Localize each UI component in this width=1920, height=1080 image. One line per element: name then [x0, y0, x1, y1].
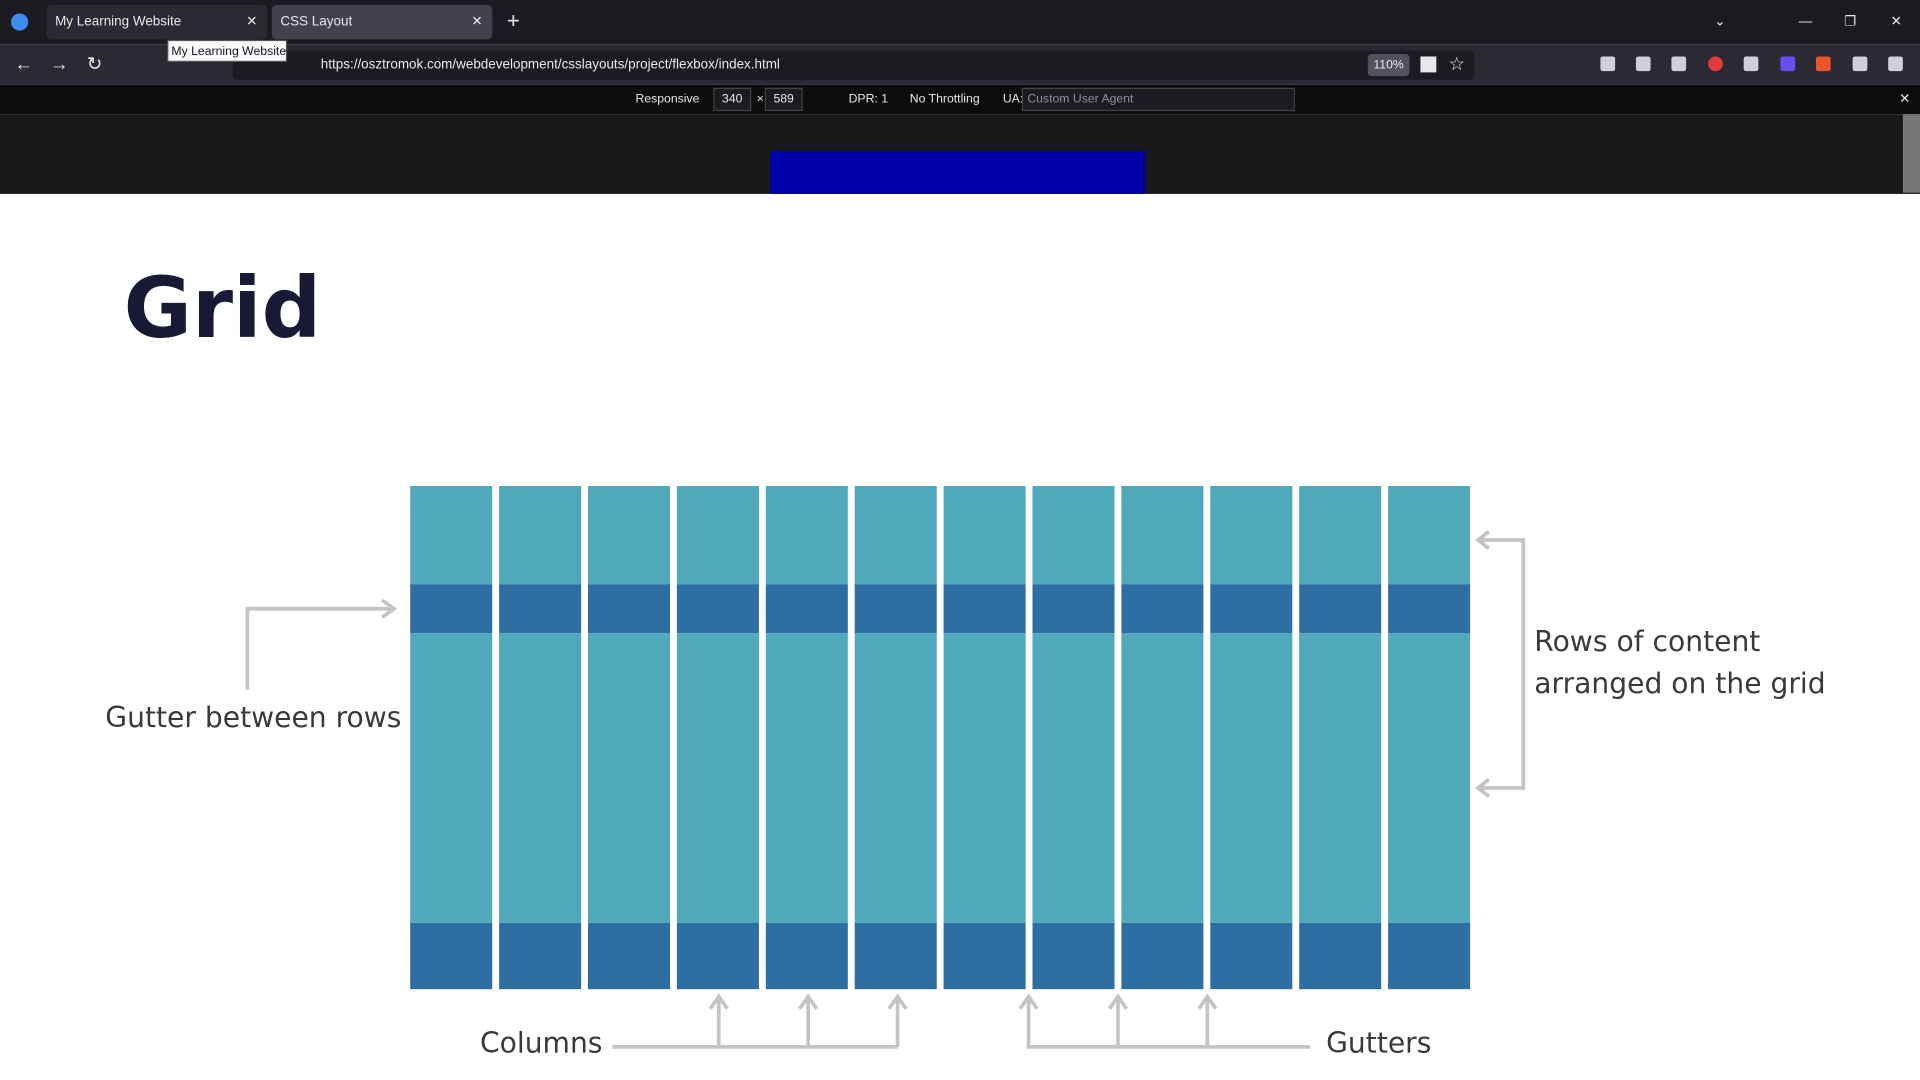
throttling-select[interactable]: No Throttling [910, 92, 980, 106]
grid-cell [1032, 922, 1115, 990]
back[interactable]: ← [15, 53, 33, 74]
grid-cell [1299, 584, 1382, 634]
grid-cell [588, 633, 671, 923]
grid-cell [676, 584, 759, 634]
grid-diagram [410, 486, 1471, 990]
grid-cell [676, 633, 759, 923]
zoom: 110% [1373, 57, 1403, 71]
tab-title: CSS Layout [280, 14, 352, 29]
grid-cell [1388, 486, 1471, 585]
width: 340 [722, 92, 743, 106]
grid-cell [499, 633, 582, 923]
grid-cell [943, 633, 1026, 923]
grid-cell [676, 922, 759, 990]
grid-cell [410, 922, 493, 990]
ua-input[interactable] [1021, 87, 1295, 112]
restore[interactable]: ❐ [1844, 14, 1856, 29]
grid-cell [1032, 486, 1115, 585]
dpr-select[interactable]: DPR: 1 [849, 92, 889, 106]
grid-cell [943, 922, 1026, 990]
grid-cell [1299, 486, 1382, 585]
grid-cell [499, 922, 582, 990]
grid-cell [1388, 633, 1471, 923]
grid-cell [765, 922, 848, 990]
grid-cell [499, 486, 582, 585]
grid-cell [588, 486, 671, 585]
grid-cell [410, 633, 493, 923]
height: 589 [773, 92, 794, 106]
device-select[interactable]: Responsive [636, 92, 700, 106]
new-tab[interactable]: + [507, 8, 520, 33]
grid-cell [676, 486, 759, 585]
grid-cell [765, 584, 848, 634]
label: arranged on the grid [1534, 667, 1825, 700]
toolbar-icons [1600, 56, 1903, 72]
label: Gutters [1326, 1026, 1431, 1059]
grid-cell [854, 486, 937, 585]
grid-cell [1032, 633, 1115, 923]
tab[interactable] [271, 4, 493, 40]
ua-label: UA: [1003, 92, 1023, 106]
url: https://osztromok.com/webdevelopment/css… [321, 57, 780, 72]
grid-cell [943, 486, 1026, 585]
grid-cell [1299, 633, 1382, 923]
grid-cell [499, 584, 582, 634]
grid-cell [854, 922, 937, 990]
forward[interactable]: → [50, 53, 68, 74]
tooltip-text: My Learning Website [171, 44, 286, 58]
tab[interactable] [46, 4, 267, 40]
columns-arrows [612, 993, 908, 1049]
times: × [757, 92, 764, 106]
grid-cell [1121, 633, 1204, 923]
ua-placeholder: Custom User Agent [1027, 92, 1134, 106]
close-devtools[interactable]: ✕ [1899, 91, 1910, 106]
responsive-toolbar [0, 84, 1920, 115]
tooltip [167, 39, 288, 62]
grid-cell [1299, 922, 1382, 990]
grid-cell [1210, 584, 1293, 634]
height-input[interactable] [764, 87, 803, 112]
grid-cell [765, 633, 848, 923]
grid-cell [588, 584, 671, 634]
extension-icon[interactable] [1420, 56, 1437, 73]
tab-close[interactable]: ✕ [471, 14, 482, 29]
close-window[interactable]: ✕ [1891, 14, 1902, 29]
grid-cell [588, 922, 671, 990]
grid-cell [765, 486, 848, 585]
scrollbar [1902, 114, 1920, 193]
grid-cell [1210, 486, 1293, 585]
tab-list[interactable]: ⌄ [1714, 14, 1725, 29]
grid-cell [1032, 584, 1115, 634]
label: Rows of content [1534, 625, 1760, 658]
browser-logo [11, 13, 29, 31]
grid-cell [1210, 633, 1293, 923]
tab-close[interactable]: ✕ [246, 14, 257, 29]
grid-cell [410, 584, 493, 634]
label: Columns [480, 1026, 603, 1059]
bookmark[interactable]: ☆ [1449, 53, 1465, 74]
zoom-badge[interactable] [1367, 54, 1410, 77]
minimize[interactable]: — [1799, 14, 1813, 29]
label: Gutter between rows [105, 701, 401, 734]
grid-cell [1388, 584, 1471, 634]
heading: Grid [124, 260, 322, 357]
tab-title: My Learning Website [55, 14, 181, 29]
grid-cell [854, 633, 937, 923]
grid-cell [854, 584, 937, 634]
url-bar[interactable] [232, 50, 1475, 80]
grid-cell [1121, 584, 1204, 634]
reload[interactable]: ↻ [87, 53, 102, 74]
grid-cell [1121, 486, 1204, 585]
grid-cell [1388, 922, 1471, 990]
blue-box [770, 150, 1145, 194]
arrow [245, 598, 398, 690]
bracket [1474, 529, 1526, 798]
grid-cell [1210, 922, 1293, 990]
width-input[interactable] [713, 87, 752, 112]
grid-cell [943, 584, 1026, 634]
gutters-arrows [1018, 993, 1311, 1049]
grid-cell [1121, 922, 1204, 990]
grid-cell [410, 486, 493, 585]
